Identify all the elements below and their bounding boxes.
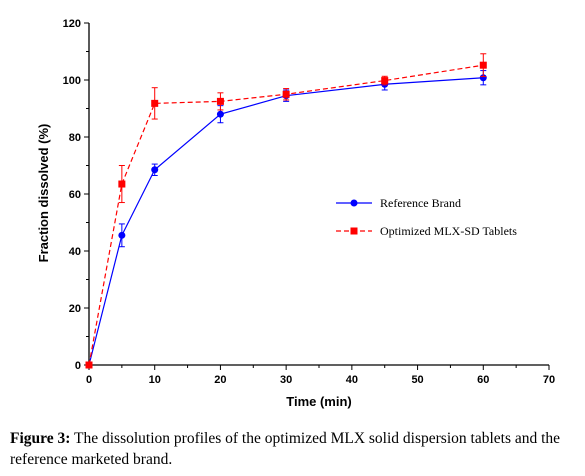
series-0 (85, 70, 487, 369)
x-tick-label: 70 (543, 374, 555, 386)
data-point (479, 74, 487, 82)
data-point (151, 99, 159, 107)
y-tick-label: 0 (75, 360, 81, 372)
legend-label: Optimized MLX-SD Tablets (380, 224, 517, 238)
x-tick-label: 0 (86, 374, 92, 386)
x-tick-label: 30 (280, 374, 292, 386)
data-point (282, 90, 290, 98)
x-tick-label: 60 (477, 374, 489, 386)
legend-marker (350, 227, 358, 235)
legend: Reference Brand Optimized MLX-SD Tablets (336, 196, 517, 238)
data-point (118, 180, 126, 188)
x-tick-label: 10 (149, 374, 161, 386)
legend-item-0: Reference Brand (336, 196, 461, 210)
dissolution-chart: 0 10 20 30 40 50 60 70 0 20 40 60 80 100 120 Reference… (36, 18, 555, 409)
data-point (216, 110, 224, 118)
y-tick-label: 60 (69, 189, 81, 201)
series-line (88, 64, 484, 366)
legend-marker (350, 199, 358, 207)
legend-label: Reference Brand (380, 196, 461, 210)
y-tick-label: 80 (69, 132, 81, 144)
x-tick-label: 20 (214, 374, 226, 386)
figure-caption: Figure 3: The dissolution profiles of th… (10, 428, 580, 470)
x-axis-title: Time (min) (286, 394, 352, 409)
y-tick-label: 20 (69, 303, 81, 315)
caption-text: The dissolution profiles of the optimize… (10, 430, 561, 468)
x-tick-label: 40 (346, 374, 358, 386)
data-point (381, 77, 389, 85)
axes: 0 10 20 30 40 50 60 70 0 20 40 60 80 100 120 (63, 18, 555, 386)
data-point (479, 61, 487, 69)
y-tick-label: 40 (69, 246, 81, 258)
data-point (118, 231, 126, 239)
legend-item-1: Optimized MLX-SD Tablets (336, 224, 517, 238)
series-1 (85, 53, 487, 369)
data-point (151, 166, 159, 174)
y-tick-label: 120 (63, 18, 81, 30)
series-layer (85, 53, 487, 369)
x-tick-label: 50 (411, 374, 423, 386)
data-point (85, 361, 93, 369)
y-tick-label: 100 (63, 75, 81, 87)
data-point (216, 97, 224, 105)
y-axis-title: Fraction dissolved (%) (36, 124, 51, 263)
caption-label: Figure 3: (10, 430, 71, 447)
